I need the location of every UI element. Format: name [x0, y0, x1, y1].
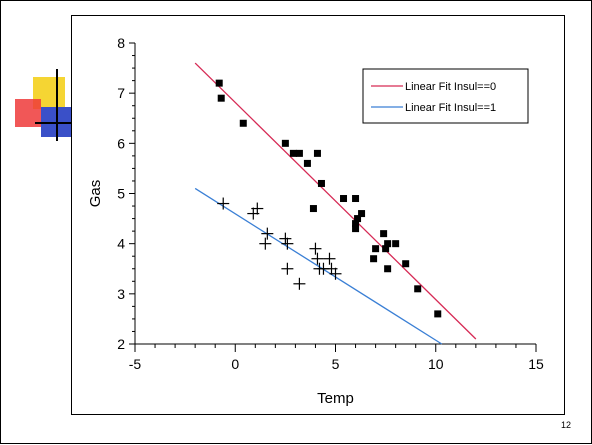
data-point-square — [392, 240, 400, 248]
data-point-plus — [311, 252, 324, 265]
data-point-square — [313, 149, 321, 157]
data-point-square — [384, 265, 392, 273]
data-point-plus — [323, 252, 336, 265]
page-number: 12 — [561, 420, 572, 430]
x-axis-label: Temp — [317, 390, 354, 407]
y-tick-label: 3 — [117, 286, 125, 302]
x-tick-label: 10 — [428, 356, 444, 372]
data-point-square — [303, 159, 311, 167]
y-tick-label: 4 — [117, 236, 125, 252]
data-point-square — [382, 245, 390, 253]
data-point-square — [289, 149, 297, 157]
data-point-square — [384, 240, 392, 248]
data-point-plus — [329, 267, 342, 280]
data-point-plus — [281, 262, 294, 275]
data-point-square — [352, 225, 360, 233]
data-point-square — [354, 215, 362, 223]
data-point-plus — [259, 237, 272, 250]
y-tick-label: 5 — [117, 186, 125, 202]
fit-line-0 — [194, 62, 477, 340]
data-point-plus — [279, 232, 292, 245]
data-point-plus — [309, 242, 322, 255]
legend-label-0: Linear Fit Insul==0 — [405, 81, 496, 93]
data-point-square — [434, 310, 442, 318]
data-point-square — [372, 245, 380, 253]
y-tick-label: 2 — [117, 336, 125, 352]
data-point-square — [281, 139, 289, 147]
data-point-square — [239, 119, 247, 127]
data-point-plus — [293, 277, 306, 290]
y-tick-label: 8 — [117, 35, 125, 51]
data-point-square — [340, 195, 348, 203]
data-point-square — [380, 230, 388, 238]
y-axis-label: Gas — [87, 180, 104, 208]
data-point-square — [352, 220, 360, 228]
data-point-square — [352, 195, 360, 203]
data-point-plus — [251, 202, 264, 215]
x-tick-label: -5 — [129, 356, 142, 372]
x-tick-label: 5 — [332, 356, 340, 372]
data-point-square — [309, 205, 317, 213]
data-point-square — [217, 94, 225, 102]
data-point-square — [317, 179, 325, 187]
data-point-square — [370, 255, 378, 263]
legend-label-1: Linear Fit Insul==1 — [405, 102, 496, 114]
data-point-plus — [217, 197, 230, 210]
fit-line-1 — [194, 187, 443, 345]
x-tick-label: 15 — [528, 356, 544, 372]
data-point-square — [358, 210, 366, 218]
legend-box — [362, 68, 529, 124]
data-point-square — [215, 79, 223, 87]
decorative-logo-icon — [15, 69, 77, 141]
x-tick-label: 0 — [231, 356, 239, 372]
data-point-plus — [281, 237, 294, 250]
data-point-plus — [261, 227, 274, 240]
y-tick-label: 6 — [117, 135, 125, 151]
data-point-square — [414, 285, 422, 293]
data-point-square — [295, 149, 303, 157]
data-point-square — [402, 260, 410, 268]
y-tick-label: 7 — [117, 85, 125, 101]
